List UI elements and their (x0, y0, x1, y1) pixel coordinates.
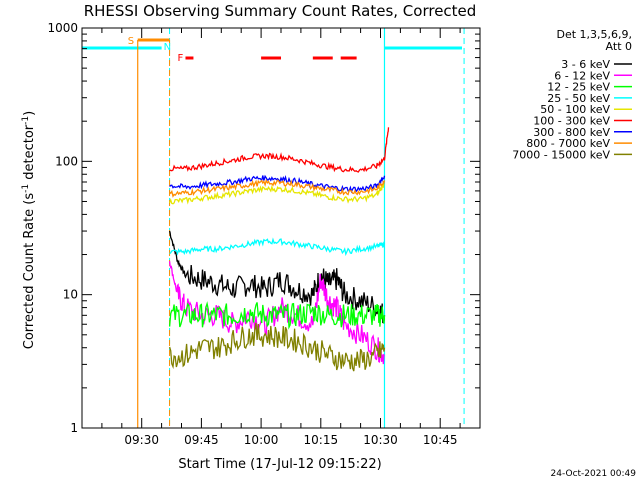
y-axis-label-sup1: -1 (21, 184, 31, 193)
legend-label: 25 - 50 keV (547, 92, 610, 105)
axes-layer: 1 10 100 1000 09:30 09:45 10:00 10:15 10:30 10:45 (47, 21, 481, 447)
x-axis-label: Start Time (17-Jul-12 09:15:22) (178, 457, 381, 472)
y-tick-label: 10 (63, 288, 78, 302)
chart-title: RHESSI Observing Summary Count Rates, Co… (84, 2, 477, 20)
flare-label: F (178, 53, 184, 64)
x-tick-label: 10:00 (244, 433, 279, 447)
legend-label: 100 - 300 keV (533, 115, 610, 128)
saa-label: S (128, 36, 134, 47)
y-axis-label-part2: detector (22, 124, 37, 184)
legend-title: Det 1,3,5,6,9, (556, 28, 632, 41)
y-axis-label-part1: Corrected Count Rate (s (22, 193, 37, 350)
x-tick-label: 09:30 (124, 433, 159, 447)
legend-label: 7000 - 15000 keV (512, 148, 610, 161)
y-tick-label: 1000 (47, 21, 78, 35)
series-line-3 (169, 237, 386, 257)
legend-title: Att 0 (606, 40, 632, 53)
x-tick-label: 10:45 (423, 433, 458, 447)
series-line-5 (169, 127, 390, 173)
x-tick-label: 10:30 (363, 433, 398, 447)
timestamp-footer: 24-Oct-2021 00:49 (551, 469, 637, 479)
legend-label: 300 - 800 keV (533, 126, 610, 139)
series-line-8 (168, 322, 386, 372)
plot-background (82, 28, 480, 428)
legend-label: 6 - 12 keV (554, 69, 610, 82)
night-label: N (164, 42, 171, 53)
legend-label: 3 - 6 keV (561, 58, 610, 71)
y-tick-label: 1 (70, 421, 78, 435)
series-line-6 (169, 174, 386, 194)
x-tick-label: 09:45 (184, 433, 219, 447)
legend-label: 800 - 7000 keV (526, 137, 610, 150)
legend-label: 50 - 100 keV (540, 103, 610, 116)
series-line-2 (168, 301, 386, 330)
legend-label: 12 - 25 keV (547, 81, 610, 94)
series-line-4 (168, 183, 385, 205)
series-line-0 (168, 230, 386, 324)
plot-area (82, 28, 480, 428)
y-tick-label: 100 (55, 154, 78, 168)
annotation-layer: S NF (82, 28, 465, 428)
series-layer (168, 127, 390, 372)
y-axis-label-sup2: -1 (21, 116, 31, 125)
y-axis-label: Corrected Count Rate (s-1 detector-1) (21, 111, 37, 349)
y-axis-label-part3: ) (22, 111, 37, 116)
x-tick-label: 10:15 (304, 433, 339, 447)
series-line-7 (169, 178, 386, 198)
